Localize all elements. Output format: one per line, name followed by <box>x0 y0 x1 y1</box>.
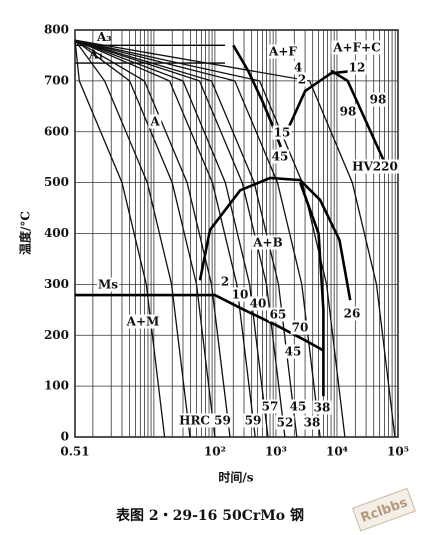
cooling-curve <box>74 39 321 438</box>
y-axis-label: 温度/°C <box>18 211 33 255</box>
annotation: 38 <box>304 416 321 430</box>
annotation: 70 <box>292 321 309 335</box>
y-tick-label: 500 <box>44 175 69 189</box>
annotation-bg <box>290 320 310 335</box>
annotation: 98 <box>340 105 357 119</box>
annotation-bg <box>275 415 295 430</box>
annotation: A+F <box>268 45 297 59</box>
transformation-line <box>330 69 386 163</box>
annotation: A+M <box>126 315 160 329</box>
y-tick-label: 0 <box>61 430 69 444</box>
annotation-bg <box>148 114 162 129</box>
cooling-curve <box>74 39 216 438</box>
annotation: 52 <box>277 416 294 430</box>
annotation: HV220 <box>352 160 398 174</box>
annotation-bg <box>270 149 290 164</box>
annotation-bg <box>230 287 250 302</box>
caption: 表图 2・29-16 50CrMo 钢 <box>115 507 304 524</box>
y-tick-label: 300 <box>44 277 69 291</box>
transformation-line <box>285 69 356 133</box>
annotation: A <box>149 115 160 129</box>
annotation-bg <box>260 399 280 414</box>
x-axis-label: 时间/s <box>218 470 253 485</box>
annotation: 2 <box>221 275 229 289</box>
annotation: A+B <box>252 236 283 250</box>
annotation-bg <box>368 92 388 107</box>
annotation-bg <box>248 296 268 311</box>
transformation-line <box>298 182 325 397</box>
watermark-stamp: Rclbbs <box>351 487 416 532</box>
cooling-curve <box>74 39 256 438</box>
annotation: HRC 59 <box>179 414 231 428</box>
cooling-curve <box>74 39 191 438</box>
annotation: 57 <box>262 400 279 414</box>
annotation: 12 <box>349 61 366 75</box>
annotation-bg <box>283 344 303 359</box>
annotation: 59 <box>245 414 262 428</box>
y-tick-label: 400 <box>44 226 69 240</box>
x-tick-label: 10⁵ <box>387 445 409 459</box>
annotation-bg <box>96 277 120 292</box>
annotation-bg <box>302 415 322 430</box>
annotation-bg <box>292 60 304 75</box>
cooling-curve <box>74 40 166 438</box>
cooling-curve <box>74 39 286 438</box>
x-tick-label: 0.51 <box>60 445 89 459</box>
annotation-bg <box>219 274 231 289</box>
cooling-curve <box>74 39 396 438</box>
annotation-bg <box>124 314 161 329</box>
annotation-bg <box>251 235 284 250</box>
cooling-curve <box>74 39 346 438</box>
annotation: 38 <box>314 401 331 415</box>
critical-label: A₃ <box>96 30 112 44</box>
y-tick-label: 200 <box>44 328 69 342</box>
annotation-bg <box>347 60 367 75</box>
annotation: 65 <box>270 308 287 322</box>
transformation-line <box>75 293 325 352</box>
annotation: Ms <box>98 278 118 292</box>
annotation: 2 <box>298 73 306 87</box>
annotation: 10 <box>232 288 249 302</box>
cooling-curve <box>74 39 298 438</box>
annotation: 40 <box>250 297 267 311</box>
x-tick-label: 10³ <box>265 445 287 459</box>
annotation-bg <box>272 125 292 140</box>
annotation-bg <box>331 40 382 55</box>
annotation-bg <box>178 413 232 428</box>
annotation-bg <box>342 306 362 321</box>
annotation-bg <box>268 307 288 322</box>
annotation: 45 <box>272 150 289 164</box>
annotation: 26 <box>344 307 361 321</box>
x-tick-label: 10² <box>204 445 226 459</box>
annotation-bg <box>267 44 299 59</box>
annotation: 98 <box>370 93 387 107</box>
y-tick-label: 100 <box>44 379 69 393</box>
annotation-bg <box>288 399 308 414</box>
annotation-bg <box>243 413 263 428</box>
annotation: A+F+C <box>332 41 381 55</box>
annotation-bg <box>351 159 399 174</box>
stamp-box <box>351 487 416 532</box>
y-tick-label: 700 <box>44 73 69 87</box>
annotation: 45 <box>285 345 302 359</box>
y-tick-label: 600 <box>44 124 69 138</box>
y-tick-label: 800 <box>44 23 69 37</box>
annotation: 4 <box>294 61 302 75</box>
x-tick-label: 10⁴ <box>326 445 348 459</box>
annotation-bg <box>338 104 358 119</box>
cooling-curve <box>74 39 231 438</box>
annotation-bg <box>312 400 332 415</box>
annotation-bg <box>296 72 308 87</box>
annotation: 15 <box>274 126 291 140</box>
annotation: 45 <box>290 400 307 414</box>
transformation-line <box>198 176 352 301</box>
cooling-curve <box>74 39 269 438</box>
